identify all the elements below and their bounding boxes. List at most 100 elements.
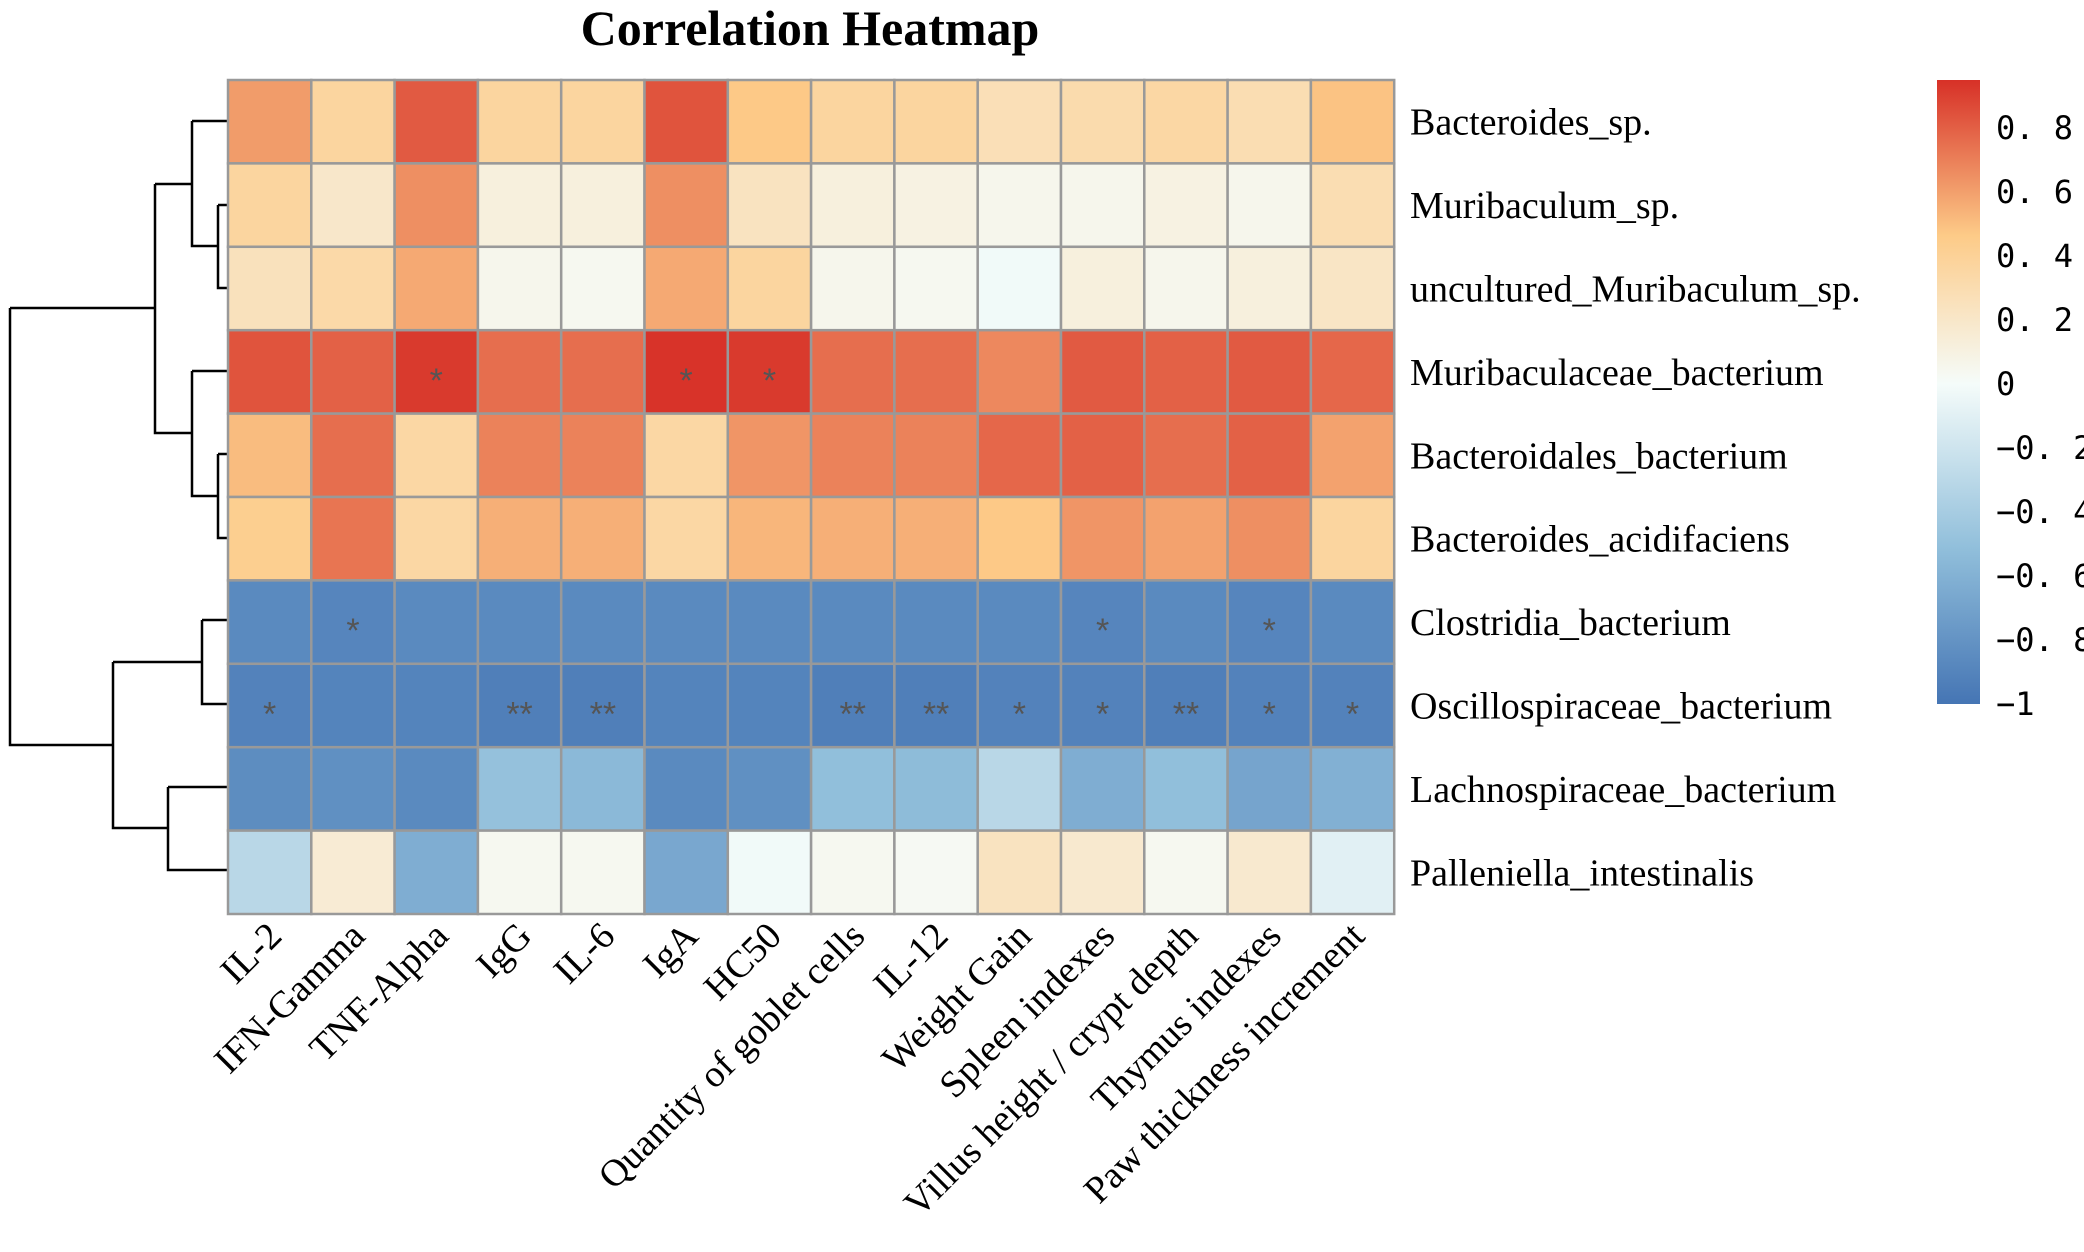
heatmap-cell xyxy=(1309,162,1396,249)
heatmap-cell xyxy=(726,162,813,249)
significance-mark: ** xyxy=(590,696,616,734)
heatmap-cell xyxy=(726,745,813,832)
row-label: Lachnospiraceae_bacterium xyxy=(1410,769,1836,811)
significance-mark: * xyxy=(1013,696,1026,734)
heatmap-cell xyxy=(976,495,1063,582)
heatmap-cell xyxy=(1143,162,1229,249)
heatmap-cell xyxy=(976,328,1063,415)
heatmap-cell xyxy=(1059,245,1146,332)
row-label: uncultured_Muribaculum_sp. xyxy=(1410,269,1861,311)
dendro-link xyxy=(200,620,228,706)
colorbar-tick-label: 0. 2 xyxy=(1996,301,2073,339)
heatmap-cell xyxy=(559,662,646,749)
heatmap-cell xyxy=(893,745,979,832)
heatmap-cell xyxy=(476,579,563,666)
dendro-link xyxy=(8,308,113,747)
heatmap-cell xyxy=(1059,829,1146,916)
heatmap-cell xyxy=(643,745,730,832)
row-dendrogram xyxy=(8,119,228,872)
heatmap-cell xyxy=(476,495,563,582)
heatmap-cell xyxy=(310,412,396,499)
heatmap-cell xyxy=(1226,412,1313,499)
row-label: Palleniella_intestinalis xyxy=(1410,852,1754,894)
heatmap-cell xyxy=(1309,328,1396,415)
row-label: Bacteroidales_bacterium xyxy=(1410,435,1788,477)
column-label: IgA xyxy=(635,914,707,986)
heatmap-cell xyxy=(310,245,396,332)
heatmap-cell xyxy=(976,745,1063,832)
significance-mark: * xyxy=(680,362,693,400)
heatmap-cell xyxy=(1309,495,1396,582)
heatmap-cell xyxy=(1309,412,1396,499)
dendro-link xyxy=(111,662,168,830)
heatmap-cell xyxy=(393,745,480,832)
heatmap-cell xyxy=(893,78,979,165)
heatmap-cell xyxy=(476,78,563,165)
heatmap-cell xyxy=(643,662,730,749)
colorbar-gradient xyxy=(1937,80,1980,704)
significance-mark: * xyxy=(1346,696,1359,734)
heatmap-cell xyxy=(1226,78,1313,165)
heatmap-cell xyxy=(393,78,480,165)
heatmap-cell xyxy=(1226,495,1313,582)
heatmap-cell xyxy=(809,328,896,415)
significance-mark: * xyxy=(1263,696,1276,734)
heatmap-cell xyxy=(1059,78,1146,165)
colorbar-tick-label: −1 xyxy=(1996,685,2035,723)
significance-marks: * * ** * ** ** ** ** ** * * ** * * xyxy=(263,362,1359,734)
heatmap-cell xyxy=(809,78,896,165)
significance-mark: * xyxy=(263,696,276,734)
heatmap-cell xyxy=(976,829,1063,916)
heatmap-cell xyxy=(809,162,896,249)
heatmap-cell xyxy=(643,245,730,332)
heatmap-cell xyxy=(1309,78,1396,165)
heatmap-cell xyxy=(809,495,896,582)
chart-title: Correlation Heatmap xyxy=(581,0,1040,56)
heatmap-cell xyxy=(976,245,1063,332)
heatmap-cell xyxy=(310,78,396,165)
heatmap-cell xyxy=(1226,245,1313,332)
heatmap-cell xyxy=(1309,745,1396,832)
heatmap-cell xyxy=(893,328,979,415)
heatmap-cell xyxy=(976,412,1063,499)
heatmap-cell xyxy=(726,579,813,666)
significance-mark: * xyxy=(1096,612,1109,650)
heatmap-cell xyxy=(226,829,313,916)
heatmap-cell xyxy=(559,245,646,332)
heatmap-cell xyxy=(726,662,813,749)
heatmap-cell xyxy=(226,495,313,582)
heatmap-cell xyxy=(1143,412,1229,499)
heatmap-cell xyxy=(393,245,480,332)
heatmap-cell xyxy=(226,78,313,165)
heatmap-cell xyxy=(226,745,313,832)
heatmap-cell xyxy=(1226,328,1313,415)
row-label: Muribaculaceae_bacterium xyxy=(1410,352,1824,394)
heatmap-cell xyxy=(310,745,396,832)
heatmap-cell xyxy=(559,829,646,916)
significance-mark: * xyxy=(346,612,359,650)
heatmap-cell xyxy=(226,245,313,332)
column-label: IgG xyxy=(468,915,539,986)
heatmap-cell xyxy=(1226,829,1313,916)
heatmap-cell xyxy=(1309,245,1396,332)
heatmap-cell xyxy=(809,412,896,499)
heatmap-cell xyxy=(1309,579,1396,666)
heatmap-cell xyxy=(476,162,563,249)
significance-mark: * xyxy=(430,362,443,400)
heatmap-cell xyxy=(1059,328,1146,415)
heatmap-cell xyxy=(893,162,979,249)
colorbar-tick-label: −0. 8 xyxy=(1996,621,2084,659)
heatmap-cell xyxy=(893,829,979,916)
colorbar-tick-labels: 0. 8 0. 6 0. 4 0. 2 0 −0. 2 −0. 4 −0. 6 −0. 8 −1 xyxy=(1996,109,2084,723)
heatmap-cell xyxy=(976,579,1063,666)
significance-mark: ** xyxy=(506,696,532,734)
row-labels: Bacteroides_sp. Muribaculum_sp. uncultured… xyxy=(1410,102,1861,895)
heatmap-cell xyxy=(893,412,979,499)
heatmap-cell xyxy=(310,495,396,582)
dendro-link xyxy=(190,371,218,498)
heatmap-cell xyxy=(976,78,1063,165)
heatmap-cell xyxy=(559,495,646,582)
heatmap-cell xyxy=(476,328,563,415)
